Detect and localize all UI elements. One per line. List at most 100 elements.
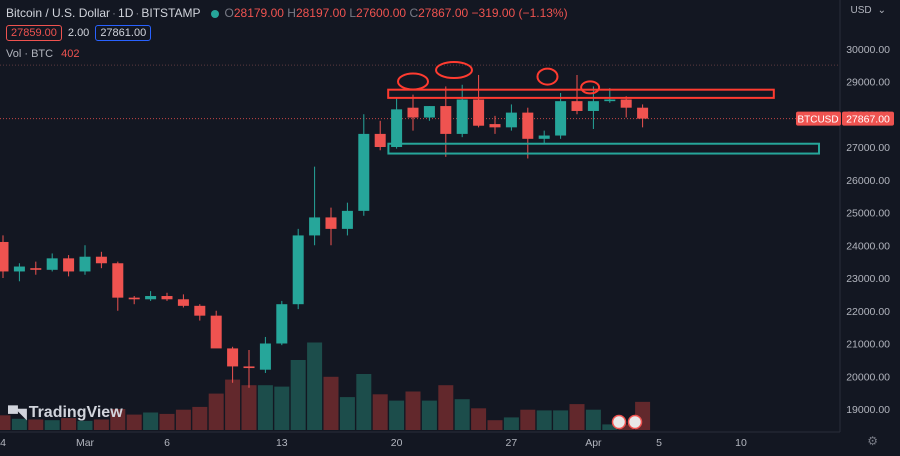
x-tick-label: Apr xyxy=(585,437,602,449)
candle-body xyxy=(13,266,25,272)
price-tag-value: 27867.00 xyxy=(846,114,890,126)
volume-bar xyxy=(602,424,618,430)
volume-bar xyxy=(553,410,569,430)
interval-label[interactable]: 1D xyxy=(118,6,134,20)
volume-bar xyxy=(61,418,77,430)
y-tick-label: 24000.00 xyxy=(846,240,890,252)
candle-body xyxy=(177,299,189,306)
candle-body xyxy=(473,99,485,126)
candle-body xyxy=(341,210,353,229)
candle-body xyxy=(30,268,42,270)
candle-body xyxy=(95,256,107,264)
price-axis: 19000.00 20000.00 21000.00 22000.00 23000.00… xyxy=(839,0,890,432)
candle-body xyxy=(63,258,75,272)
volume-bar xyxy=(28,419,44,430)
time-axis: 4 Mar 6 13 20 27 Apr 5 10 xyxy=(0,431,840,449)
wick-highlight-circle xyxy=(397,72,429,91)
separator: · xyxy=(135,6,140,20)
volume-bar xyxy=(454,399,470,430)
candle-body xyxy=(489,124,501,128)
x-tick-label: 20 xyxy=(391,437,403,449)
symbol-name[interactable]: Bitcoin / U.S. Dollar xyxy=(6,6,111,20)
y-tick-label: 22000.00 xyxy=(846,306,890,318)
volume-bar xyxy=(290,360,306,430)
price-tag-symbol: BTCUSD xyxy=(797,115,838,126)
sell-price-button[interactable]: 27859.00 xyxy=(6,25,62,41)
volume-value: 402 xyxy=(61,48,80,60)
x-tick-label: 4 xyxy=(0,437,6,449)
candle-body xyxy=(522,112,534,139)
x-tick-label: Mar xyxy=(76,437,95,449)
candle-body xyxy=(259,343,271,370)
currency-label: USD xyxy=(850,5,872,16)
wick-highlight-circle xyxy=(580,80,601,95)
buy-price-button[interactable]: 27861.00 xyxy=(95,25,152,41)
event-flag-icon xyxy=(627,414,643,430)
volume-bar xyxy=(356,374,372,430)
volume-bar xyxy=(225,379,241,430)
support-zone xyxy=(387,142,820,155)
volume-bar xyxy=(520,409,536,430)
reference-line xyxy=(0,64,840,120)
candle-body xyxy=(505,112,517,128)
volume-label[interactable]: Vol · BTC xyxy=(6,48,54,60)
exchange-label: BITSTAMP xyxy=(141,6,201,20)
y-tick-label: 26000.00 xyxy=(846,175,890,187)
volume-bar xyxy=(143,412,159,430)
volume-bar xyxy=(93,419,109,430)
wick-highlight-circle xyxy=(536,67,559,86)
volume-bar xyxy=(44,420,60,430)
volume-bar xyxy=(487,420,503,430)
spread-value: 2.00 xyxy=(67,27,90,39)
volume-bar xyxy=(257,385,273,430)
open-label: O xyxy=(224,6,234,20)
tradingview-logo-icon[interactable]: ▀◥ TradingView xyxy=(8,404,123,422)
candle-body xyxy=(210,315,222,349)
volume-bar xyxy=(159,413,175,430)
candle-body xyxy=(292,235,304,305)
candle-body xyxy=(423,106,435,118)
open-value: 28179.00 xyxy=(233,6,284,20)
volume-bar xyxy=(192,406,208,430)
wick-highlight-circle xyxy=(435,61,473,80)
candle-body xyxy=(161,296,173,300)
high-label: H xyxy=(287,6,296,20)
candle-body xyxy=(358,133,370,211)
currency-selector[interactable]: USD ⌄ xyxy=(850,5,886,16)
volume-bar xyxy=(339,397,355,430)
volume-bar xyxy=(126,414,142,430)
volume-bar xyxy=(471,408,487,430)
candle-body xyxy=(456,99,468,134)
candle-body xyxy=(538,135,550,139)
close-label: C xyxy=(409,6,419,20)
volume-bar xyxy=(241,385,257,430)
x-tick-label: 13 xyxy=(276,437,288,449)
high-value: 28197.00 xyxy=(295,6,346,20)
close-value: 27867.00 xyxy=(418,6,469,20)
candle-body xyxy=(128,297,140,300)
candle-body xyxy=(79,256,91,272)
volume-bar xyxy=(77,420,93,430)
volume-legend: Vol · BTC 402 xyxy=(6,48,79,60)
volume-bar xyxy=(618,424,634,430)
candle-body xyxy=(227,348,239,367)
y-tick-label: 19000.00 xyxy=(846,404,890,416)
logo-mark: ▀◥ xyxy=(8,404,27,421)
candle-body xyxy=(604,99,616,102)
change-value: −319.00 (−1.13%) xyxy=(471,6,568,20)
last-price-tag: BTCUSD 27867.00 xyxy=(611,111,894,430)
candle-body xyxy=(391,109,403,147)
candle-body xyxy=(571,101,583,111)
event-flag-icon xyxy=(611,414,627,430)
low-value: 27600.00 xyxy=(356,6,407,20)
volume-bar xyxy=(307,342,323,430)
volume-bar xyxy=(372,394,388,430)
candle-body xyxy=(587,101,599,111)
y-tick-label: 30000.00 xyxy=(846,44,890,56)
gear-icon[interactable]: ⚙ xyxy=(867,434,878,448)
chevron-down-icon: ⌄ xyxy=(877,5,886,16)
volume-bar xyxy=(569,404,585,430)
candle-body xyxy=(112,263,124,298)
x-tick-label: 6 xyxy=(164,437,170,449)
